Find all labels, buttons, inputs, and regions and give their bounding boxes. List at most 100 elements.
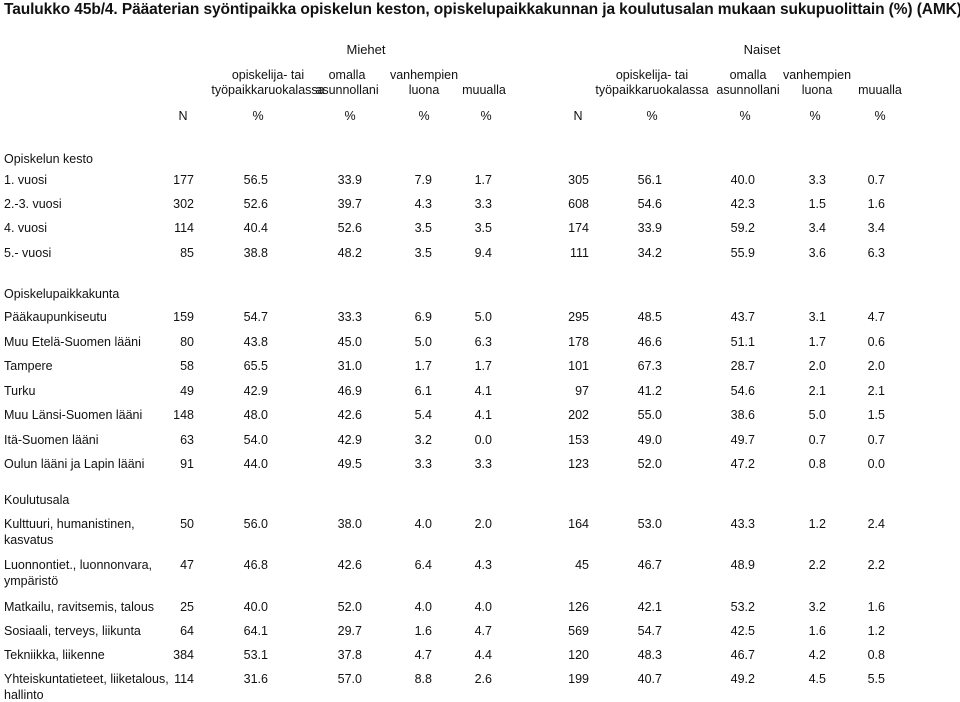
cell-percent: 56.5 <box>243 173 268 187</box>
group-header-men: Miehet <box>346 42 386 57</box>
cell-n: 123 <box>568 457 589 471</box>
cell-percent: 0.8 <box>867 648 885 662</box>
cell-percent: 46.6 <box>637 335 662 349</box>
cell-n: 47 <box>180 558 194 572</box>
unit-label: % <box>809 109 821 123</box>
cell-n: 50 <box>180 517 194 531</box>
column-header-line2: asunnollani <box>716 83 780 97</box>
cell-percent: 2.0 <box>474 517 492 531</box>
cell-percent: 40.7 <box>637 672 662 686</box>
cell-n: 159 <box>173 310 194 324</box>
cell-percent: 3.6 <box>808 246 826 260</box>
cell-percent: 46.8 <box>243 558 268 572</box>
cell-percent: 3.3 <box>474 457 492 471</box>
cell-percent: 6.3 <box>474 335 492 349</box>
cell-percent: 57.0 <box>337 672 362 686</box>
row-label: Sosiaali, terveys, liikunta <box>4 624 141 638</box>
cell-n: 202 <box>568 408 589 422</box>
unit-label: % <box>480 109 492 123</box>
cell-percent: 31.6 <box>243 672 268 686</box>
cell-n: 25 <box>180 600 194 614</box>
cell-percent: 54.6 <box>730 384 755 398</box>
cell-percent: 46.9 <box>337 384 362 398</box>
cell-percent: 49.5 <box>337 457 362 471</box>
cell-percent: 3.2 <box>414 433 432 447</box>
cell-n: 305 <box>568 173 589 187</box>
cell-percent: 6.3 <box>867 246 885 260</box>
cell-percent: 48.5 <box>637 310 662 324</box>
cell-percent: 3.4 <box>808 221 826 235</box>
cell-percent: 2.2 <box>808 558 826 572</box>
cell-n: 302 <box>173 197 194 211</box>
section-title: Opiskelupaikkakunta <box>4 287 120 301</box>
cell-percent: 42.6 <box>337 558 362 572</box>
cell-percent: 3.5 <box>414 246 432 260</box>
cell-n: 126 <box>568 600 589 614</box>
row-label: Muu Länsi-Suomen lääni <box>4 408 143 422</box>
cell-n: 569 <box>568 624 589 638</box>
cell-percent: 38.8 <box>243 246 268 260</box>
cell-percent: 42.5 <box>730 624 755 638</box>
cell-n: 58 <box>180 359 194 373</box>
column-header-line2: työpaikkaruokalassa <box>211 83 325 97</box>
row-label: Tampere <box>4 359 53 373</box>
row-label: kasvatus <box>4 533 54 547</box>
unit-label: % <box>344 109 356 123</box>
column-header-line2: muualla <box>462 83 506 97</box>
row-label: 4. vuosi <box>4 221 48 235</box>
cell-n: 85 <box>180 246 194 260</box>
cell-percent: 5.0 <box>414 335 432 349</box>
cell-percent: 4.3 <box>414 197 432 211</box>
cell-percent: 3.5 <box>414 221 432 235</box>
cell-n: 164 <box>568 517 589 531</box>
cell-percent: 4.7 <box>474 624 492 638</box>
cell-percent: 52.0 <box>637 457 662 471</box>
cell-n: 97 <box>575 384 589 398</box>
cell-percent: 4.7 <box>867 310 885 324</box>
cell-percent: 5.0 <box>474 310 492 324</box>
cell-percent: 53.1 <box>243 648 268 662</box>
cell-percent: 31.0 <box>337 359 362 373</box>
cell-percent: 0.6 <box>867 335 885 349</box>
cell-percent: 34.2 <box>637 246 662 260</box>
cell-percent: 43.7 <box>730 310 755 324</box>
cell-percent: 3.5 <box>474 221 492 235</box>
cell-percent: 28.7 <box>730 359 755 373</box>
row-label: hallinto <box>4 688 44 702</box>
cell-percent: 4.0 <box>414 600 432 614</box>
cell-percent: 1.2 <box>867 624 885 638</box>
cell-percent: 54.0 <box>243 433 268 447</box>
cell-percent: 54.6 <box>637 197 662 211</box>
cell-n: 295 <box>568 310 589 324</box>
row-label: Matkailu, ravitsemis, talous <box>4 600 155 614</box>
cell-percent: 5.4 <box>414 408 432 422</box>
row-label: 2.-3. vuosi <box>4 197 62 211</box>
cell-percent: 0.7 <box>867 173 885 187</box>
cell-percent: 49.0 <box>637 433 662 447</box>
row-label: Kulttuuri, humanistinen, <box>4 517 135 531</box>
cell-percent: 33.3 <box>337 310 362 324</box>
column-header-line1: opiskelija- tai <box>231 68 305 82</box>
cell-percent: 1.2 <box>808 517 826 531</box>
cell-n: 45 <box>575 558 589 572</box>
cell-percent: 4.5 <box>808 672 826 686</box>
cell-percent: 1.5 <box>867 408 885 422</box>
cell-n: 64 <box>180 624 194 638</box>
cell-percent: 56.0 <box>243 517 268 531</box>
cell-n: 177 <box>173 173 194 187</box>
cell-percent: 4.3 <box>474 558 492 572</box>
cell-percent: 52.0 <box>337 600 362 614</box>
cell-percent: 67.3 <box>637 359 662 373</box>
cell-percent: 43.3 <box>730 517 755 531</box>
cell-percent: 2.0 <box>867 359 885 373</box>
cell-percent: 42.1 <box>637 600 662 614</box>
cell-percent: 33.9 <box>337 173 362 187</box>
cell-percent: 48.2 <box>337 246 362 260</box>
column-header-line1: omalla <box>328 68 366 82</box>
cell-percent: 38.0 <box>337 517 362 531</box>
cell-percent: 2.0 <box>808 359 826 373</box>
cell-percent: 43.8 <box>243 335 268 349</box>
cell-percent: 55.0 <box>637 408 662 422</box>
cell-percent: 40.0 <box>730 173 755 187</box>
cell-percent: 1.7 <box>808 335 826 349</box>
